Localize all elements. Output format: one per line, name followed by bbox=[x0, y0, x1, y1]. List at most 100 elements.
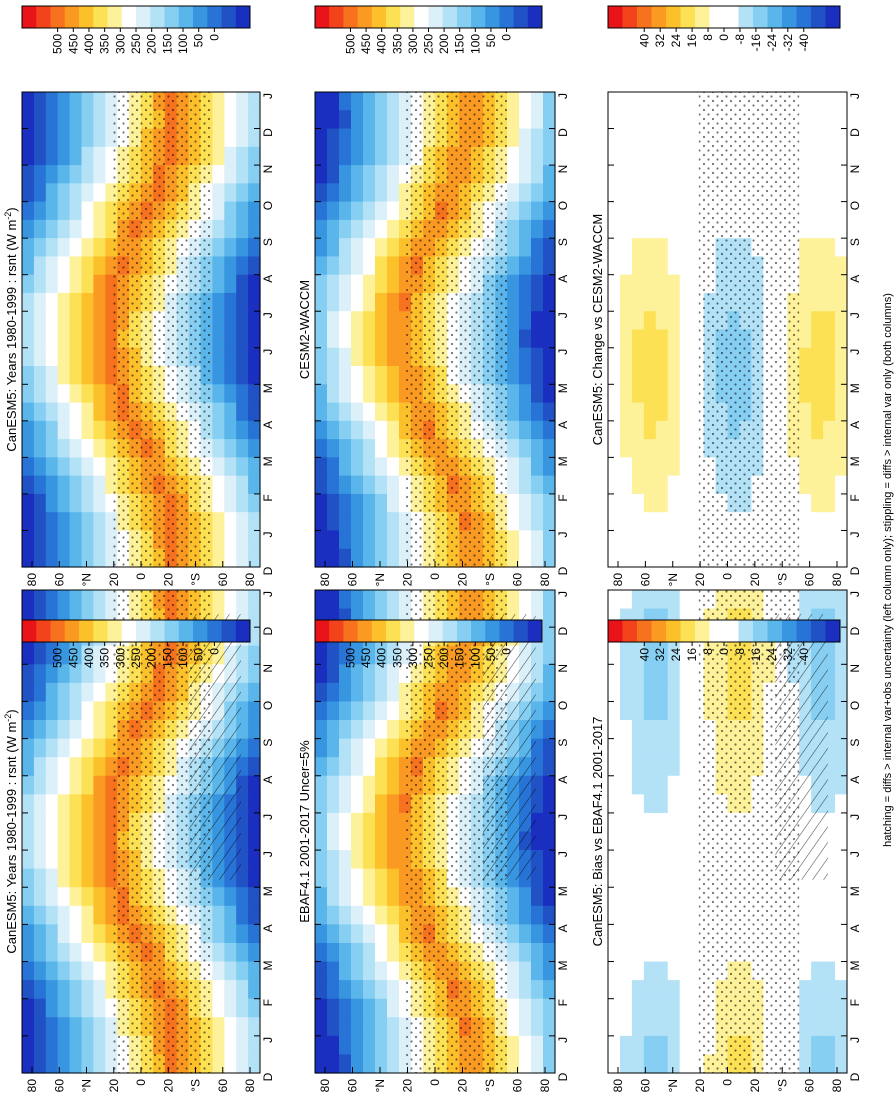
colorbar-tick-label: 450 bbox=[66, 648, 80, 668]
field-cell bbox=[519, 512, 532, 532]
field-cell bbox=[22, 701, 35, 721]
field-cell bbox=[835, 1054, 848, 1074]
field-cell bbox=[339, 219, 352, 239]
field-cell bbox=[507, 366, 520, 385]
field-cell bbox=[351, 961, 364, 981]
lat-label: 80 bbox=[611, 573, 625, 587]
field-cell bbox=[315, 475, 328, 495]
field-cell bbox=[835, 590, 848, 610]
lat-label: 80 bbox=[318, 1079, 332, 1093]
field-cell bbox=[212, 439, 225, 458]
field-cell bbox=[631, 165, 645, 184]
field-cell bbox=[212, 146, 225, 166]
field-cell bbox=[387, 165, 400, 184]
field-cell bbox=[799, 961, 812, 981]
lat-label: 60 bbox=[52, 573, 66, 587]
field-cell bbox=[531, 961, 544, 981]
lat-label: 60 bbox=[511, 573, 525, 587]
field-cell bbox=[81, 738, 94, 758]
field-cell bbox=[835, 812, 848, 833]
lat-label: 20 bbox=[401, 1079, 415, 1093]
month-label: J bbox=[848, 1037, 862, 1043]
field-cell bbox=[619, 961, 633, 981]
field-cell bbox=[375, 720, 388, 740]
field-cell bbox=[631, 738, 645, 758]
field-cell bbox=[608, 530, 621, 550]
field-cell bbox=[363, 905, 376, 925]
field-cell bbox=[835, 493, 848, 513]
field-cell bbox=[811, 530, 824, 550]
field-cell bbox=[811, 493, 824, 513]
field-cell bbox=[22, 165, 35, 184]
field-cell bbox=[33, 905, 47, 925]
field-cell bbox=[519, 439, 532, 458]
field-cell bbox=[69, 961, 83, 981]
field-cell bbox=[22, 402, 35, 422]
field-cell bbox=[655, 942, 669, 963]
field-cell bbox=[327, 128, 340, 148]
field-cell bbox=[619, 1017, 633, 1037]
field-cell bbox=[608, 757, 621, 777]
month-label: M bbox=[848, 961, 862, 971]
field-cell bbox=[22, 201, 35, 221]
field-cell bbox=[45, 128, 59, 148]
field-cell bbox=[45, 887, 59, 907]
field-cell bbox=[799, 905, 812, 925]
field-cell bbox=[351, 219, 364, 239]
month-label: F bbox=[261, 999, 275, 1006]
field-cell bbox=[45, 420, 59, 440]
colorbar-swatch bbox=[93, 620, 108, 642]
field-cell bbox=[519, 905, 532, 925]
field-cell bbox=[69, 439, 83, 458]
month-label: J bbox=[556, 1037, 570, 1043]
field-cell bbox=[57, 384, 71, 404]
field-cell bbox=[608, 887, 621, 907]
lat-label: °N bbox=[373, 573, 387, 586]
field-cell bbox=[315, 256, 328, 276]
field-cell bbox=[236, 219, 249, 239]
field-cell bbox=[823, 219, 836, 239]
field-cell bbox=[679, 794, 693, 814]
field-cell bbox=[375, 493, 388, 513]
field-cell bbox=[315, 831, 328, 851]
field-cell bbox=[619, 347, 633, 367]
field-cell bbox=[608, 512, 621, 532]
field-cell bbox=[387, 512, 400, 532]
field-cell bbox=[81, 998, 94, 1018]
colorbar-swatch bbox=[315, 620, 330, 642]
field-cell bbox=[248, 439, 261, 458]
stippling-overlay bbox=[112, 92, 213, 567]
colorbar-tick-label: 50 bbox=[192, 34, 206, 48]
field-cell bbox=[679, 812, 693, 833]
field-cell bbox=[608, 868, 621, 888]
field-cell bbox=[543, 720, 556, 740]
field-cell bbox=[363, 961, 376, 981]
field-cell bbox=[811, 165, 824, 184]
colorbar-swatch bbox=[36, 6, 51, 28]
lat-label: 60 bbox=[638, 1079, 652, 1093]
field-cell bbox=[248, 1035, 261, 1056]
colorbar-tick-label: -16 bbox=[749, 34, 763, 52]
field-cell bbox=[643, 311, 657, 331]
field-cell bbox=[33, 757, 47, 777]
field-cell bbox=[631, 347, 645, 367]
field-cell bbox=[608, 924, 621, 944]
field-cell bbox=[33, 128, 47, 148]
field-cell bbox=[22, 366, 35, 385]
field-cell bbox=[81, 530, 94, 550]
field-cell bbox=[93, 329, 106, 349]
field-cell bbox=[655, 682, 669, 703]
field-cell bbox=[631, 183, 645, 203]
field-cell bbox=[643, 420, 657, 440]
field-cell bbox=[315, 701, 328, 721]
month-label: A bbox=[556, 275, 570, 283]
lat-label: 0 bbox=[428, 1079, 442, 1086]
field-cell bbox=[375, 146, 388, 166]
colorbar-swatch bbox=[651, 6, 667, 28]
colorbar-swatch bbox=[442, 6, 458, 28]
field-cell bbox=[608, 274, 621, 294]
field-cell bbox=[93, 850, 106, 870]
field-cell bbox=[339, 738, 352, 758]
field-cell bbox=[81, 439, 94, 458]
field-cell bbox=[811, 420, 824, 440]
